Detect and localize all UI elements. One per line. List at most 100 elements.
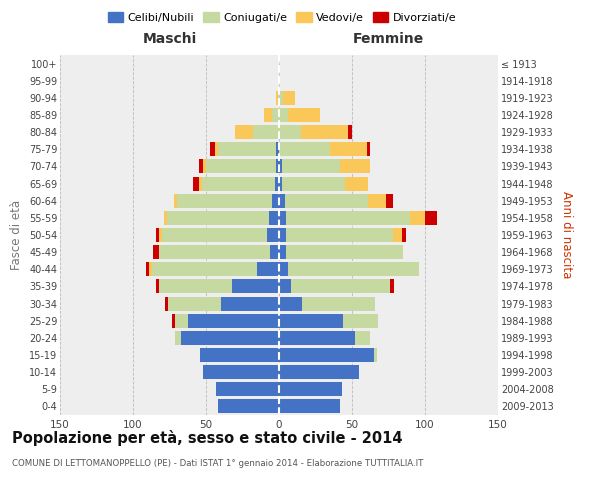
Bar xyxy=(216,382,279,396)
Bar xyxy=(374,348,377,362)
Bar xyxy=(152,262,257,276)
Bar xyxy=(279,382,342,396)
Bar xyxy=(279,262,288,276)
Bar xyxy=(215,142,218,156)
Bar xyxy=(203,365,279,379)
Bar xyxy=(268,228,279,242)
Bar xyxy=(401,228,406,242)
Bar xyxy=(285,194,368,207)
Bar xyxy=(270,245,279,259)
Bar xyxy=(279,365,359,379)
Bar xyxy=(157,228,159,242)
Bar xyxy=(149,262,152,276)
Bar xyxy=(253,125,279,139)
Bar xyxy=(167,211,269,225)
Bar xyxy=(218,400,279,413)
Text: Maschi: Maschi xyxy=(142,32,197,46)
Bar xyxy=(200,348,279,362)
Bar xyxy=(286,228,393,242)
Bar xyxy=(279,331,355,345)
Bar xyxy=(199,176,202,190)
Bar xyxy=(279,176,282,190)
Bar xyxy=(347,125,352,139)
Bar xyxy=(340,160,370,173)
Bar xyxy=(232,280,279,293)
Bar xyxy=(288,262,419,276)
Bar xyxy=(172,314,175,328)
Bar xyxy=(162,228,268,242)
Bar xyxy=(235,125,253,139)
Bar xyxy=(302,296,376,310)
Bar xyxy=(279,245,286,259)
Bar xyxy=(181,331,279,345)
Bar xyxy=(286,211,410,225)
Bar xyxy=(265,108,272,122)
Bar xyxy=(199,160,203,173)
Bar xyxy=(279,296,302,310)
Bar xyxy=(283,91,295,105)
Y-axis label: Fasce di età: Fasce di età xyxy=(10,200,23,270)
Bar xyxy=(276,160,279,173)
Bar xyxy=(282,160,340,173)
Bar xyxy=(390,280,394,293)
Bar xyxy=(279,280,290,293)
Bar xyxy=(279,348,374,362)
Bar xyxy=(278,91,279,105)
Bar xyxy=(368,194,386,207)
Bar xyxy=(157,280,159,293)
Bar xyxy=(211,142,215,156)
Bar xyxy=(174,194,177,207)
Bar xyxy=(279,400,340,413)
Bar xyxy=(257,262,279,276)
Bar xyxy=(288,108,320,122)
Bar xyxy=(410,211,425,225)
Bar xyxy=(193,176,199,190)
Bar xyxy=(276,91,278,105)
Bar xyxy=(279,125,301,139)
Text: COMUNE DI LETTOMANOPPELLO (PE) - Dati ISTAT 1° gennaio 2014 - Elaborazione TUTTI: COMUNE DI LETTOMANOPPELLO (PE) - Dati IS… xyxy=(12,459,424,468)
Bar xyxy=(221,296,279,310)
Bar xyxy=(343,314,378,328)
Bar xyxy=(279,314,343,328)
Bar xyxy=(367,142,370,156)
Bar xyxy=(146,262,149,276)
Bar xyxy=(330,142,367,156)
Bar xyxy=(279,194,285,207)
Bar xyxy=(290,280,390,293)
Bar xyxy=(159,245,270,259)
Bar xyxy=(168,296,221,310)
Bar xyxy=(272,194,279,207)
Bar xyxy=(165,296,168,310)
Bar xyxy=(177,194,272,207)
Bar xyxy=(203,160,206,173)
Bar xyxy=(275,176,279,190)
Bar xyxy=(202,176,275,190)
Bar xyxy=(159,280,232,293)
Y-axis label: Anni di nascita: Anni di nascita xyxy=(560,192,573,278)
Bar xyxy=(279,74,280,88)
Bar xyxy=(344,176,368,190)
Bar xyxy=(175,331,181,345)
Bar xyxy=(218,142,276,156)
Bar xyxy=(159,228,162,242)
Bar xyxy=(286,245,403,259)
Bar xyxy=(206,160,276,173)
Bar xyxy=(269,211,279,225)
Bar xyxy=(272,108,279,122)
Bar xyxy=(282,176,345,190)
Bar xyxy=(279,91,283,105)
Bar xyxy=(279,211,286,225)
Bar xyxy=(355,331,370,345)
Bar xyxy=(175,314,188,328)
Legend: Celibi/Nubili, Coniugati/e, Vedovi/e, Divorziati/e: Celibi/Nubili, Coniugati/e, Vedovi/e, Di… xyxy=(103,8,461,28)
Bar xyxy=(164,211,167,225)
Bar xyxy=(276,142,279,156)
Bar xyxy=(279,160,282,173)
Bar xyxy=(301,125,347,139)
Bar xyxy=(386,194,393,207)
Bar xyxy=(154,245,159,259)
Bar xyxy=(279,142,330,156)
Bar xyxy=(279,108,288,122)
Text: Femmine: Femmine xyxy=(353,32,424,46)
Bar xyxy=(188,314,279,328)
